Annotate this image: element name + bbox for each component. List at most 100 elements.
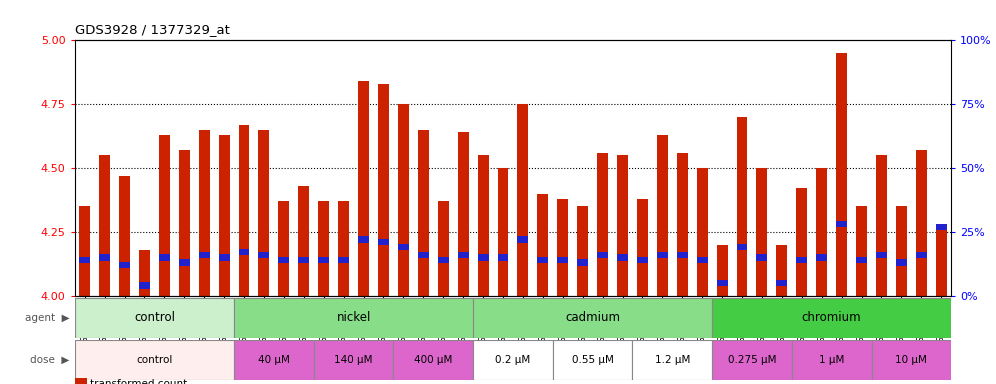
Bar — [418, 130, 428, 296]
Text: cadmium: cadmium — [565, 311, 621, 324]
Bar — [318, 201, 329, 296]
Bar — [712, 298, 951, 338]
Text: GDS3928 / 1377329_at: GDS3928 / 1377329_at — [75, 23, 229, 36]
Bar — [238, 249, 249, 255]
Bar — [397, 244, 408, 250]
Bar — [617, 254, 627, 261]
Bar — [676, 252, 687, 258]
Text: dose  ▶: dose ▶ — [30, 355, 70, 365]
Bar — [75, 340, 234, 380]
Bar — [437, 257, 448, 263]
Bar — [617, 155, 627, 296]
Text: chromium: chromium — [802, 311, 862, 324]
Bar — [736, 244, 747, 250]
Bar — [538, 194, 548, 296]
Bar — [578, 206, 588, 296]
Bar — [473, 298, 712, 338]
Text: control: control — [136, 355, 172, 365]
Text: agent  ▶: agent ▶ — [25, 313, 70, 323]
Bar — [597, 153, 608, 296]
Bar — [477, 254, 488, 261]
Bar — [856, 206, 867, 296]
Bar — [80, 206, 90, 296]
Bar — [776, 245, 787, 296]
Bar — [119, 262, 129, 268]
Bar — [796, 189, 807, 296]
Bar — [238, 124, 249, 296]
Bar — [796, 257, 807, 263]
Bar — [632, 340, 712, 380]
Bar — [198, 130, 209, 296]
Bar — [278, 257, 289, 263]
Bar — [915, 252, 926, 258]
Bar — [99, 155, 110, 296]
Bar — [377, 239, 388, 245]
Text: 40 μM: 40 μM — [258, 355, 290, 365]
Bar — [80, 257, 90, 263]
Bar — [258, 252, 269, 258]
Bar — [318, 257, 329, 263]
Bar — [538, 257, 548, 263]
Bar — [298, 257, 309, 263]
Bar — [557, 257, 568, 263]
Bar — [875, 252, 886, 258]
Bar — [518, 104, 528, 296]
Text: 0.275 μM: 0.275 μM — [728, 355, 776, 365]
Bar — [816, 168, 827, 296]
Bar — [578, 259, 588, 266]
Text: 10 μM: 10 μM — [895, 355, 927, 365]
Bar — [716, 245, 727, 296]
Bar — [477, 155, 488, 296]
Bar — [518, 236, 528, 243]
Text: transformed count: transformed count — [90, 379, 187, 384]
Bar — [138, 282, 149, 289]
Bar — [359, 236, 369, 243]
Bar — [836, 53, 847, 296]
Bar — [712, 340, 792, 380]
Bar — [397, 104, 408, 296]
Bar — [935, 223, 946, 230]
Bar — [418, 252, 428, 258]
Bar — [696, 257, 707, 263]
Bar — [875, 155, 886, 296]
Bar — [553, 340, 632, 380]
Bar — [816, 254, 827, 261]
Bar — [138, 250, 150, 296]
Bar — [458, 132, 469, 296]
Bar — [75, 298, 234, 338]
Bar — [497, 254, 508, 261]
Bar — [895, 206, 906, 296]
Bar — [218, 135, 229, 296]
Text: 400 μM: 400 μM — [414, 355, 452, 365]
Bar — [314, 340, 393, 380]
Bar — [872, 340, 951, 380]
Bar — [757, 168, 767, 296]
Bar — [636, 257, 647, 263]
Bar — [99, 254, 110, 261]
Bar — [198, 252, 209, 258]
Bar — [278, 201, 289, 296]
Text: 1 μM: 1 μM — [819, 355, 845, 365]
Bar — [792, 340, 872, 380]
Bar — [736, 117, 747, 296]
Bar — [656, 252, 667, 258]
Bar — [119, 175, 129, 296]
Bar — [557, 199, 568, 296]
Bar — [158, 254, 169, 261]
Bar — [437, 201, 448, 296]
Bar — [178, 150, 189, 296]
Bar — [676, 153, 687, 296]
Text: 0.2 μM: 0.2 μM — [495, 355, 531, 365]
Bar — [597, 252, 608, 258]
Bar — [915, 150, 926, 296]
Bar — [393, 340, 473, 380]
Bar — [377, 84, 388, 296]
Bar — [636, 199, 647, 296]
Bar — [935, 224, 946, 296]
Bar — [234, 298, 473, 338]
Bar — [836, 221, 847, 227]
Bar — [497, 168, 508, 296]
Bar — [473, 340, 553, 380]
Bar — [218, 254, 229, 261]
Text: nickel: nickel — [337, 311, 371, 324]
